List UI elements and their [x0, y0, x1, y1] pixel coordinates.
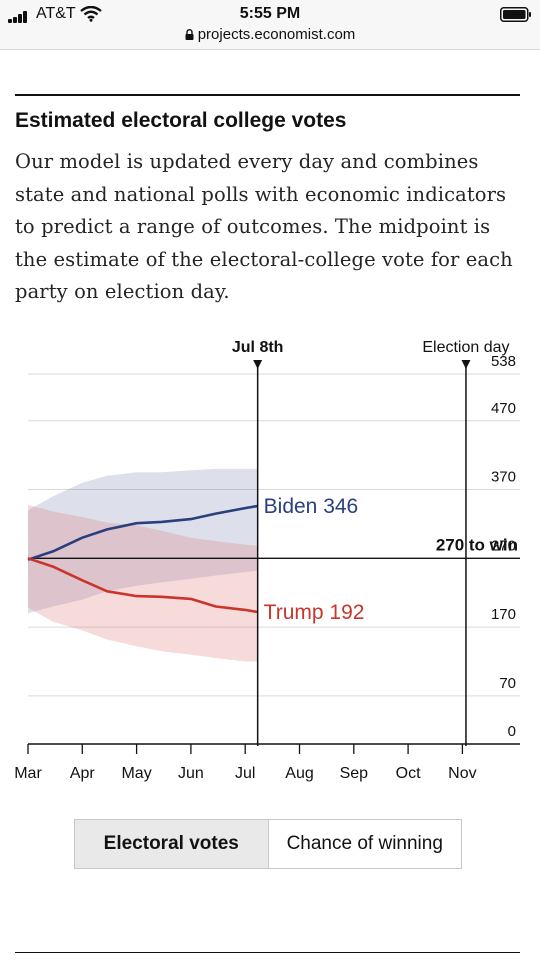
wifi-icon [80, 6, 102, 22]
carrier-name: AT&T [36, 5, 76, 22]
election-day-marker-label: Election day [422, 339, 509, 356]
today-marker-label: Jul 8th [232, 339, 284, 356]
x-tick-label: Sep [340, 765, 369, 782]
section-description: Our model is updated every day and combi… [15, 150, 513, 303]
biden-end-label: Biden 346 [264, 495, 359, 518]
y-tick-label: 270 [491, 537, 516, 554]
address-bar[interactable]: projects.economist.com [0, 26, 540, 43]
x-tick-label: Mar [14, 765, 42, 782]
x-tick-label: Oct [396, 765, 421, 782]
x-tick-label: Jul [235, 765, 255, 782]
x-tick-label: Aug [285, 765, 313, 782]
x-tick-label: May [121, 765, 151, 782]
election-day-marker-arrow [461, 360, 471, 369]
today-marker-arrow [253, 360, 263, 369]
electoral-votes-chart: 0 70 170 270 370 470 538 270 to win Biden 346 Tru… [14, 339, 520, 782]
clock-time: 5:55 PM [239, 5, 301, 22]
signal-icon [8, 11, 32, 23]
status-bar: AT&T 5:55 PM projects.economist.com [0, 0, 540, 50]
trump-end-label: Trump 192 [264, 601, 365, 624]
y-tick-label: 538 [491, 353, 516, 370]
trump-line [27, 557, 258, 614]
y-tick-label: 170 [491, 606, 516, 623]
section-title: Estimated electoral college votes [15, 109, 347, 132]
x-tick-label: Jun [178, 765, 204, 782]
x-tick-label: Nov [448, 765, 476, 782]
biden-line [27, 504, 258, 561]
page-url: projects.economist.com [197, 26, 356, 43]
y-tick-label: 0 [508, 723, 516, 740]
chart-view-toggle[interactable]: Electoral votes Chance of winning [74, 819, 462, 869]
section-top-rule [15, 94, 520, 96]
y-tick-label: 370 [491, 469, 516, 486]
threshold-label: 270 to win [436, 535, 518, 554]
electoral-votes-tab[interactable]: Electoral votes [75, 820, 269, 868]
y-tick-label: 470 [491, 400, 516, 417]
x-tick-label: Apr [70, 765, 96, 782]
section-bottom-rule [15, 952, 520, 953]
chance-of-winning-tab[interactable]: Chance of winning [286, 833, 443, 854]
biden-uncertainty-band [28, 468, 258, 614]
y-tick-label: 70 [499, 675, 516, 692]
trump-uncertainty-band [28, 504, 258, 662]
battery-icon [500, 7, 531, 22]
lock-icon [185, 29, 194, 40]
